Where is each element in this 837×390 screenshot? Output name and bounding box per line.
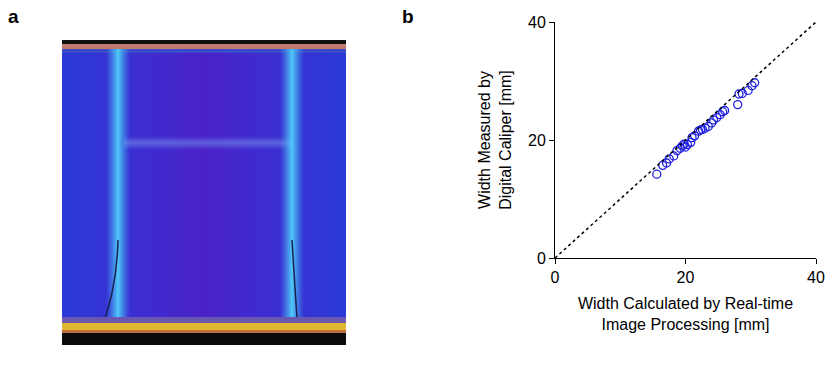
svg-text:0: 0 xyxy=(537,250,546,267)
svg-text:40: 40 xyxy=(528,14,546,31)
html-text:b: b xyxy=(402,6,414,27)
svg-text:Width Calculated by Real-timeI: Width Calculated by Real-timeImage Proce… xyxy=(578,295,793,333)
svg-text:Width Measured byDigital Calip: Width Measured byDigital Caliper [mm] xyxy=(476,70,514,210)
svg-text:0: 0 xyxy=(551,269,560,286)
svg-text:20: 20 xyxy=(677,269,695,286)
html-text:a: a xyxy=(8,6,19,27)
svg-text:20: 20 xyxy=(528,132,546,149)
svg-text:40: 40 xyxy=(807,269,825,286)
